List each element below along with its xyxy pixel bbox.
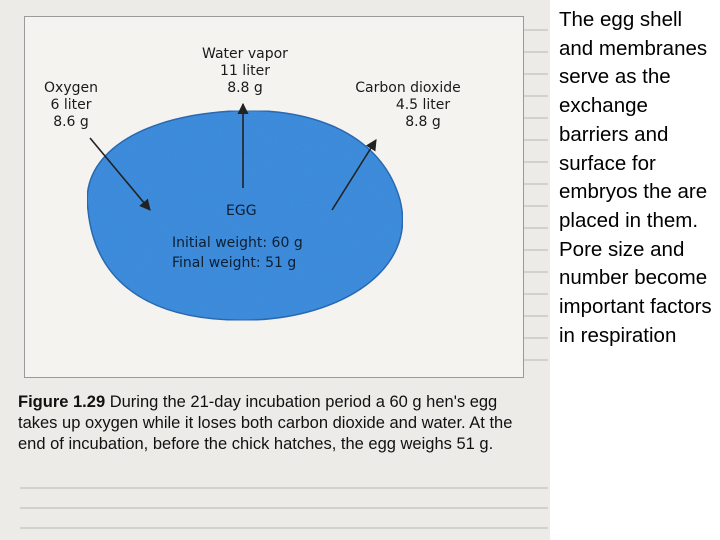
oxygen-mass: 8.6 g [53, 114, 89, 130]
water-vapor-label: Water vapor 11 liter 8.8 g [190, 46, 300, 97]
carbon-dioxide-mass: 8.8 g [405, 114, 441, 130]
egg-shape [86, 109, 404, 321]
figure-caption: Figure 1.29 During the 21-day incubation… [18, 392, 538, 455]
caption-text: During the 21-day incubation period a 60… [18, 393, 513, 453]
egg-label: EGG [226, 203, 257, 219]
carbon-dioxide-volume: 4.5 liter [395, 97, 451, 113]
egg-gas-exchange-diagram [86, 102, 404, 321]
side-note: The egg shell and membranes serve as the… [559, 8, 712, 347]
water-vapor-mass: 8.8 g [227, 80, 263, 96]
carbon-dioxide-label: Carbon dioxide 4.5 liter 8.8 g [348, 80, 468, 131]
scanned-page: Water vapor 11 liter 8.8 g Oxygen 6 lite… [0, 0, 550, 540]
initial-weight: Initial weight: 60 g [172, 235, 303, 251]
oxygen-label: Oxygen 6 liter 8.6 g [36, 80, 106, 131]
caption-label: Figure 1.29 [18, 393, 106, 411]
carbon-dioxide-arrow [331, 139, 377, 211]
water-vapor-name: Water vapor [202, 46, 288, 62]
carbon-dioxide-name: Carbon dioxide [355, 80, 461, 96]
oxygen-name: Oxygen [44, 80, 98, 96]
oxygen-arrow [89, 137, 151, 211]
water-vapor-volume: 11 liter [220, 63, 270, 79]
oxygen-volume: 6 liter [50, 97, 92, 113]
final-weight: Final weight: 51 g [172, 255, 297, 271]
